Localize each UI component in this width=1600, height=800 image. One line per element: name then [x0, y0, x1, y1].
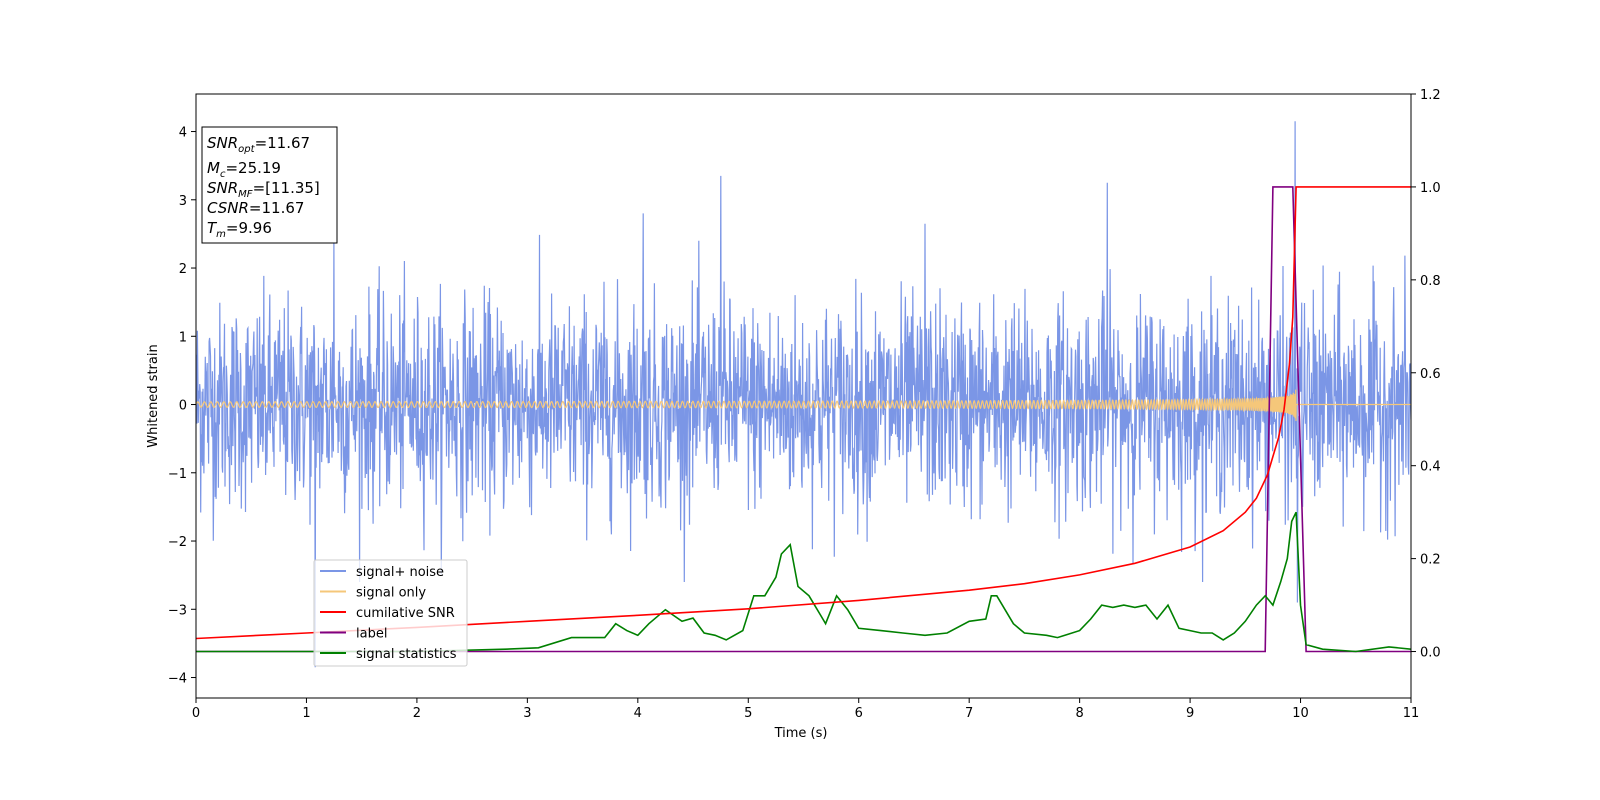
- y-right-tick-label: 1.0: [1420, 181, 1441, 196]
- x-tick-label: 5: [744, 706, 752, 721]
- x-tick-label: 2: [413, 706, 421, 721]
- y-left-tick-label: 0: [179, 399, 187, 414]
- info-snr-opt: SNRopt=11.67: [207, 134, 310, 155]
- y-axis-label: Whitened strain: [146, 344, 161, 447]
- y-left-tick-label: 1: [179, 330, 187, 345]
- legend-label: label: [356, 627, 387, 642]
- info-mc: Mc=25.19: [207, 159, 281, 180]
- plot-frame: [195, 93, 1412, 699]
- x-tick-label: 9: [1186, 706, 1194, 721]
- y-right-tick-label: 0.4: [1420, 460, 1441, 475]
- series-signal-statistics: [196, 511, 1411, 653]
- x-axis-label: Time (s): [774, 726, 828, 741]
- x-tick-label: 4: [634, 706, 642, 721]
- info-csnr: CSNR=11.67: [207, 199, 304, 217]
- x-tick-label: 8: [1075, 706, 1083, 721]
- y-left-tick-label: −2: [168, 535, 187, 550]
- x-tick-label: 0: [192, 706, 200, 721]
- info-box: SNRopt=11.67 Mc=25.19 SNRMF=[11.35] CSNR…: [201, 126, 338, 244]
- y-left-tick-label: 4: [179, 126, 187, 141]
- y-left-tick-label: 3: [179, 194, 187, 209]
- info-tm: Tm=9.96: [207, 219, 272, 240]
- legend-label: signal only: [356, 586, 426, 601]
- series-cumulative-snr: [196, 186, 1411, 640]
- legend-label: cumilative SNR: [356, 606, 455, 621]
- x-axis: 0 1 2 3 4 5 6 7 8 9 10 11: [192, 698, 1419, 721]
- y-right-tick-label: 0.2: [1420, 553, 1441, 568]
- y-left-tick-label: −4: [168, 672, 187, 687]
- x-tick-label: 6: [855, 706, 863, 721]
- x-tick-label: 3: [523, 706, 531, 721]
- x-tick-label: 11: [1403, 706, 1420, 721]
- y-right-tick-label: 1.2: [1420, 88, 1441, 103]
- y-left-tick-label: 2: [179, 262, 187, 277]
- legend: signal+ noise signal only cumilative SNR la…: [313, 559, 468, 667]
- x-tick-label: 1: [302, 706, 310, 721]
- y-axis-left: −4 −3 −2 −1 0 1 2 3 4: [168, 126, 196, 687]
- legend-label: signal+ noise: [356, 565, 444, 580]
- y-right-tick-label: 0.0: [1420, 646, 1441, 661]
- series-signal-only: [196, 389, 1411, 422]
- legend-label: signal statistics: [356, 647, 457, 662]
- series-signal-noise: [196, 121, 1411, 668]
- x-tick-label: 7: [965, 706, 973, 721]
- y-axis-right: 0.0 0.2 0.4 0.6 0.8 1.0 1.2: [1411, 88, 1441, 661]
- info-snr-mf: SNRMF=[11.35]: [207, 179, 320, 200]
- x-tick-label: 10: [1292, 706, 1309, 721]
- y-right-tick-label: 0.6: [1420, 367, 1441, 382]
- y-left-tick-label: −1: [168, 467, 187, 482]
- series-layer: [196, 121, 1411, 668]
- y-left-tick-label: −3: [168, 603, 187, 618]
- series-label: [196, 186, 1411, 653]
- y-right-tick-label: 0.8: [1420, 274, 1441, 289]
